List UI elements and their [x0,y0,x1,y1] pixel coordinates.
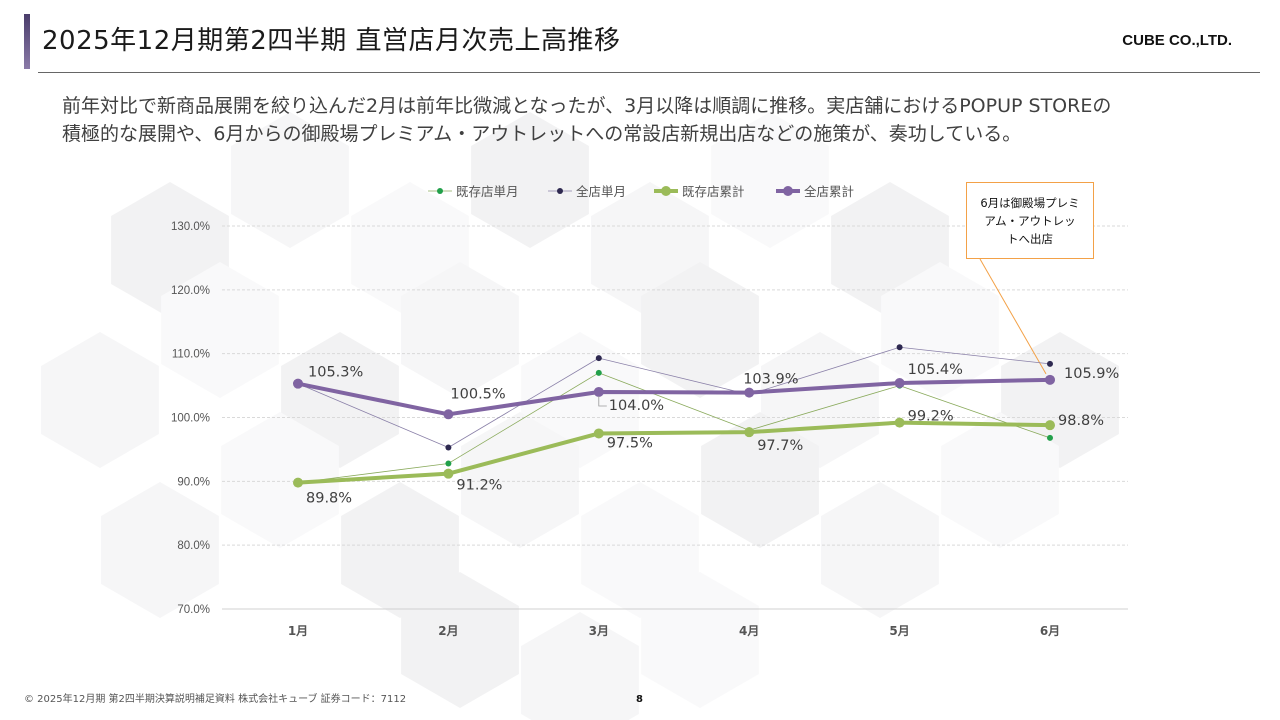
series-point-1 [445,444,452,451]
background-hexagon [641,572,759,708]
title-accent-bar [24,14,30,69]
series-point-0 [1047,434,1053,441]
series-point-0 [445,460,452,467]
footer-copyright: © 2025年12月期 第2四半期決算説明補足資料 株式会社キューブ 証券コード… [24,694,407,705]
legend-swatch-marker [783,186,793,196]
y-tick-label: 100.0% [171,413,210,425]
background-hexagon [471,112,589,248]
callout-box: 6月は御殿場プレミアム・アウトレットへ出店 [966,182,1094,259]
background-hexagon [231,112,349,248]
background-hexagon [881,262,999,398]
series-line-2 [297,420,1051,485]
page-title: 2025年12月期第2四半期 直営店月次売上高推移 [42,26,621,56]
data-label-all-cumulative: 103.9% [743,372,798,388]
data-label-existing-cumulative: 97.7% [757,438,803,454]
y-tick-label: 130.0% [171,221,210,233]
series-point-1 [595,355,602,362]
background-hexagon [341,482,459,618]
data-label-all-cumulative: 105.4% [908,362,963,378]
title-divider [38,72,1260,73]
page-number: 8 [636,694,643,705]
data-label-all-cumulative: 104.0% [609,398,664,414]
series-point-3 [593,386,604,397]
legend-label: 既存店累計 [682,184,745,199]
series-point-3 [744,387,755,398]
x-tick-label: 3月 [589,624,609,638]
series-point-0 [595,369,602,376]
x-tick-label: 2月 [438,624,458,638]
y-tick-label: 90.0% [177,476,210,488]
series-point-2 [894,417,905,428]
x-tick-label: 5月 [889,624,909,638]
background-hexagon [941,412,1059,548]
y-tick-label: 110.0% [172,349,210,361]
series-point-2 [293,477,303,488]
legend-label: 既存店単月 [456,184,519,199]
legend-label: 全店単月 [576,184,626,199]
summary-line-1: 前年対比で新商品展開を絞り込んだ2月は前年比微減となったが、3月以降は順調に推移… [62,95,1112,117]
series-point-3 [1045,374,1055,385]
y-tick-label: 120.0% [171,285,210,297]
data-label-existing-cumulative: 91.2% [456,478,502,494]
series-point-3 [443,409,454,420]
legend-label: 全店累計 [804,184,854,199]
callout-text: 6月は御殿場プレミアム・アウトレットへ出店 [980,195,1080,246]
background-hexagon [641,262,759,398]
company-name: CUBE CO.,LTD. [1122,32,1232,49]
background-hexagon [221,412,339,548]
x-tick-label: 1月 [288,624,308,638]
y-tick-label: 80.0% [177,540,210,552]
legend-swatch-marker [661,186,671,196]
x-tick-label: 6月 [1040,624,1060,638]
background-hexagon [701,412,819,548]
data-label-all-cumulative: 105.9% [1064,366,1119,382]
series-point-3 [293,378,303,389]
summary-text: 前年対比で新商品展開を絞り込んだ2月は前年比微減となったが、3月以降は順調に推移… [62,92,1252,148]
y-tick-label: 70.0% [177,604,210,616]
background-hexagon [401,572,519,708]
series-point-3 [894,378,905,389]
series-point-2 [593,428,604,439]
background-hexagon [401,262,519,398]
series-point-2 [744,427,755,438]
series-point-2 [443,468,454,479]
data-label-existing-cumulative: 97.5% [607,435,653,451]
series-line-1 [297,346,1051,448]
summary-line-2: 積極的な展開や、6月からの御殿場プレミアム・アウトレットへの常設店新規出店などの… [62,123,1022,145]
data-label-all-cumulative: 105.3% [308,365,363,381]
background-hexagon [821,482,939,618]
series-point-1 [1047,360,1053,367]
series-line-3 [297,377,1051,417]
data-label-existing-cumulative: 99.2% [908,409,954,425]
legend-swatch-marker [557,188,563,194]
x-tick-label: 4月 [739,624,759,638]
background-hexagon [711,112,829,248]
background-hexagon [521,612,639,720]
callout-leader-line [979,258,1047,375]
legend-swatch-marker [437,188,443,194]
background-hexagon [161,262,279,398]
background-hexagon [581,482,699,618]
series-line-0 [297,372,1051,484]
data-label-existing-cumulative: 98.8% [1058,413,1104,429]
data-label-all-cumulative: 100.5% [450,386,505,402]
series-point-1 [896,344,903,351]
background-hexagon [41,332,159,468]
series-point-2 [1045,420,1055,431]
data-label-existing-cumulative: 89.8% [306,491,352,507]
background-hexagon [101,482,219,618]
label-leader [598,395,607,407]
